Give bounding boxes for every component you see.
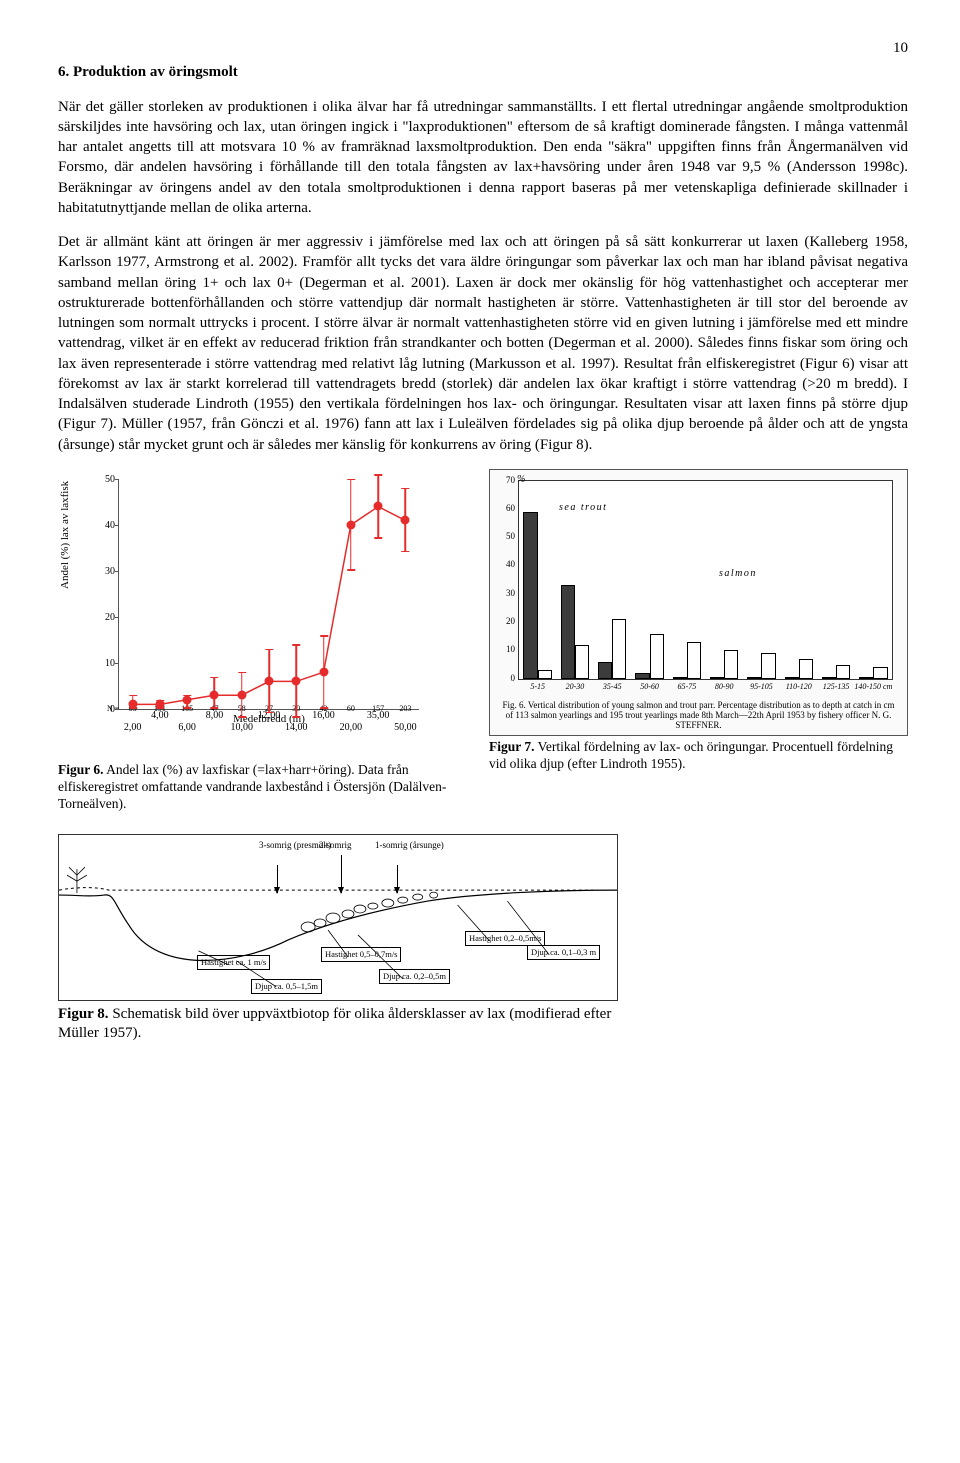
f7-bar-sea-trout — [785, 677, 799, 679]
f7-salmon-label: salmon — [719, 567, 757, 581]
figure-7-caption: Figur 7. Vertikal fördelning av lax- och… — [489, 739, 908, 773]
f7-xtick: 80-90 — [715, 682, 734, 693]
chart6-point — [374, 502, 383, 511]
f7-xtick: 65-75 — [678, 682, 697, 693]
figure-8-frame: 3-somrig (presmolt) 2-somrig 1-somrig (å… — [58, 834, 618, 1001]
f7-ytick: 10 — [501, 643, 515, 655]
figure-6-caption-label: Figur 6. — [58, 762, 104, 777]
figure-7-caption-text: Vertikal fördelning av lax- och öringung… — [489, 739, 893, 771]
f7-ytick: 40 — [501, 558, 515, 570]
chart6-point — [292, 677, 301, 686]
chart6-xtick-minor: 4,00 — [151, 709, 169, 723]
page-number: 10 — [58, 38, 908, 58]
chart6-point — [183, 695, 192, 704]
chart6-xtick-major: 14,00 — [285, 721, 308, 735]
f7-ytick: 70 — [501, 474, 515, 486]
chart6-xtick-minor: 35,00 — [367, 709, 390, 723]
chart6-point — [210, 690, 219, 699]
f7-bar-salmon — [873, 667, 887, 678]
f7-ytick: 60 — [501, 502, 515, 514]
f7-bar-sea-trout — [523, 512, 537, 679]
f7-bar-salmon — [687, 642, 701, 679]
chart6-xtick-major: 20,00 — [340, 721, 363, 735]
figure-8: 3-somrig (presmolt) 2-somrig 1-somrig (å… — [58, 834, 618, 1043]
figure-7-caption-label: Figur 7. — [489, 739, 535, 754]
f7-bar-sea-trout — [710, 677, 724, 679]
f7-xtick: 20-30 — [566, 682, 585, 693]
f7-ytick: 50 — [501, 530, 515, 542]
f7-bar-sea-trout — [859, 677, 873, 679]
figure-7-plot: % sea trout salmon 0102030405060705-1520… — [518, 480, 893, 680]
chart6-axes: N = Medelbredd (m) 010203040506319110547… — [118, 479, 419, 710]
chart6-ytick: 20 — [93, 611, 115, 625]
chart6-ytick: 40 — [93, 519, 115, 533]
chart6-xtick-major: 2,00 — [124, 721, 142, 735]
chart6-xtick-major: 6,00 — [178, 721, 196, 735]
paragraph-2: Det är allmänt känt att öringen är mer a… — [58, 232, 908, 455]
chart6-n: 203 — [399, 704, 411, 715]
f7-xtick: 110-120 — [786, 682, 812, 693]
f7-xtick: 140-150 cm — [854, 682, 892, 693]
f7-bar-salmon — [836, 665, 850, 679]
f8-cross-section-svg — [59, 835, 617, 1000]
figure-6-caption: Figur 6. Andel lax (%) av laxfiskar (=la… — [58, 762, 467, 813]
chart6-point — [346, 520, 355, 529]
f7-bar-sea-trout — [598, 662, 612, 679]
chart6-n: 60 — [347, 704, 355, 715]
chart6-ytick: 0 — [93, 703, 115, 717]
f7-xtick: 50-60 — [640, 682, 659, 693]
f7-xtick: 5-15 — [530, 682, 545, 693]
f7-xtick: 95-105 — [750, 682, 773, 693]
f7-bar-sea-trout — [635, 673, 649, 679]
f7-ytick: 0 — [501, 672, 515, 684]
chart6-ytick: 30 — [93, 565, 115, 579]
f7-ytick: 20 — [501, 615, 515, 627]
figure-row-6-7: Andel (%) lax av laxfisk N = Medelbredd … — [58, 469, 908, 813]
chart6-ylabel: Andel (%) lax av laxfisk — [58, 481, 73, 589]
chart-6: Andel (%) lax av laxfisk N = Medelbredd … — [58, 469, 438, 759]
chart6-point — [319, 667, 328, 676]
chart6-ytick: 50 — [93, 473, 115, 487]
figure-8-caption-label: Figur 8. — [58, 1006, 109, 1022]
chart6-xtick-major: 50,00 — [394, 721, 417, 735]
figure-7-inner-caption: Fig. 6. Vertical distribution of young s… — [500, 700, 897, 731]
figure-8-caption-text: Schematisk bild över uppväxtbiotop för o… — [58, 1006, 611, 1041]
f7-bar-sea-trout — [747, 677, 761, 679]
f7-bar-salmon — [538, 670, 552, 678]
chart6-point — [401, 516, 410, 525]
f7-sea-trout-label: sea trout — [559, 501, 607, 515]
chart6-point — [155, 700, 164, 709]
chart6-point — [128, 700, 137, 709]
figure-6-caption-text: Andel lax (%) av laxfiskar (=lax+harr+ör… — [58, 762, 446, 811]
chart6-ytick: 10 — [93, 657, 115, 671]
f7-xtick: 125-135 — [823, 682, 850, 693]
chart6-point — [265, 677, 274, 686]
f7-bar-salmon — [761, 653, 775, 678]
chart6-xtick-minor: 8,00 — [206, 709, 224, 723]
figure-6: Andel (%) lax av laxfisk N = Medelbredd … — [58, 469, 467, 813]
chart6-xtick-major: 10,00 — [230, 721, 253, 735]
figure-7: % sea trout salmon 0 10 20 30 40 50 60 70 5-15 20… — [489, 469, 908, 773]
figure-7-frame: % sea trout salmon 0 10 20 30 40 50 60 70 5-15 20… — [489, 469, 908, 736]
f7-bar-salmon — [650, 634, 664, 679]
f7-bar-sea-trout — [561, 585, 575, 678]
f7-bar-salmon — [575, 645, 589, 679]
f7-y-symbol: % — [517, 473, 525, 487]
f7-xtick: 35-45 — [603, 682, 622, 693]
chart6-point — [237, 690, 246, 699]
f7-ytick: 30 — [501, 587, 515, 599]
section-heading: 6. Produktion av öringsmolt — [58, 62, 908, 82]
f7-bar-salmon — [612, 619, 626, 678]
figure-8-caption: Figur 8. Schematisk bild över uppväxtbio… — [58, 1005, 618, 1043]
f7-bar-sea-trout — [673, 677, 687, 679]
chart6-xtick-minor: 16,00 — [312, 709, 335, 723]
f7-bar-sea-trout — [822, 677, 836, 679]
paragraph-1: När det gäller storleken av produktionen… — [58, 97, 908, 219]
f7-bar-salmon — [799, 659, 813, 679]
f7-bar-salmon — [724, 650, 738, 678]
